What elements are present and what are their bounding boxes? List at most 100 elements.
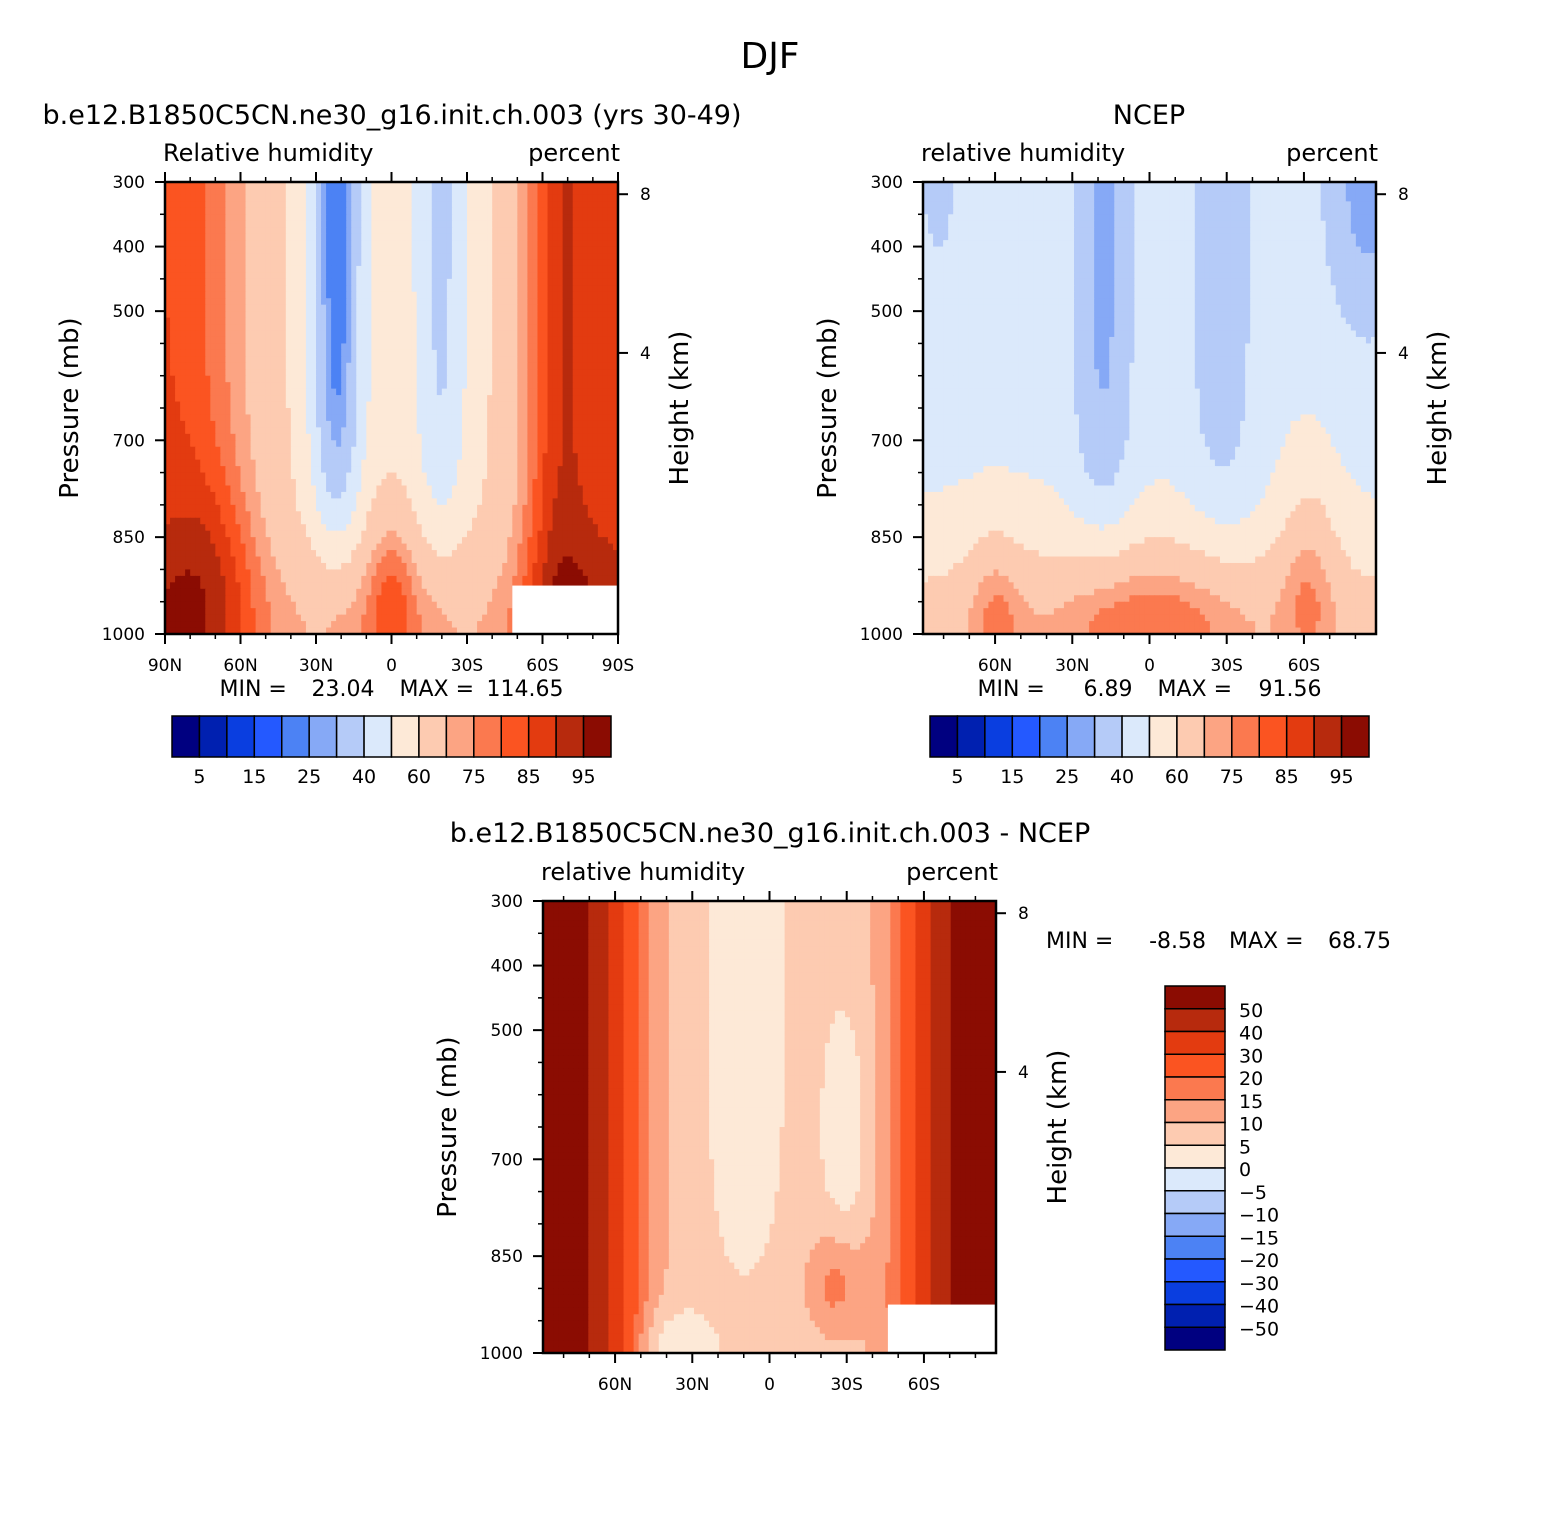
field-cell	[396, 375, 403, 383]
field-cell	[456, 265, 463, 273]
field-cell	[426, 408, 433, 416]
field-cell	[376, 246, 383, 254]
field-cell	[200, 317, 206, 325]
field-cell	[175, 188, 181, 196]
field-cell	[376, 259, 383, 267]
field-cell	[381, 182, 388, 190]
field-cell	[522, 220, 528, 228]
field-cell	[310, 259, 317, 267]
field-cell	[467, 511, 473, 519]
field-cell	[215, 511, 221, 519]
field-cell	[245, 440, 252, 448]
field-cell	[295, 446, 302, 454]
field-cell	[396, 420, 403, 428]
field-cell	[567, 414, 574, 422]
field-cell	[210, 498, 216, 506]
field-cell	[356, 388, 362, 396]
field-cell	[305, 194, 312, 202]
field-cell	[310, 453, 317, 461]
field-cell	[200, 362, 206, 370]
field-cell	[275, 511, 282, 519]
field-cell	[386, 524, 393, 532]
field-cell	[366, 291, 372, 299]
field-cell	[386, 265, 393, 273]
field-cell	[255, 511, 262, 519]
field-cell	[215, 356, 221, 364]
field-cell	[255, 388, 262, 396]
field-cell	[326, 414, 332, 422]
field-cell	[527, 182, 534, 190]
field-cell	[472, 343, 478, 351]
field-cell	[255, 265, 262, 273]
field-cell	[331, 362, 337, 370]
field-cell	[577, 311, 584, 319]
field-cell	[456, 207, 463, 215]
field-cell	[562, 414, 569, 422]
field-cell	[567, 491, 574, 499]
field-cell	[401, 420, 408, 428]
field-cell	[497, 246, 503, 254]
field-cell	[270, 201, 277, 209]
field-cell	[401, 343, 408, 351]
field-cell	[180, 311, 186, 319]
field-cell	[351, 298, 357, 306]
field-cell	[482, 201, 488, 209]
field-cell	[170, 356, 176, 364]
field-cell	[265, 401, 272, 409]
field-cell	[336, 388, 342, 396]
field-cell	[336, 511, 342, 519]
field-cell	[587, 304, 594, 312]
field-cell	[331, 343, 337, 351]
field-cell	[587, 336, 594, 345]
field-cell	[331, 259, 337, 267]
field-cell	[326, 227, 332, 235]
field-cell	[472, 246, 478, 254]
field-cell	[542, 272, 549, 280]
field-cell	[376, 453, 383, 461]
field-cell	[537, 485, 544, 493]
field-cell	[487, 420, 493, 428]
field-cell	[497, 466, 503, 474]
field-cell	[326, 246, 332, 254]
field-cell	[477, 349, 483, 357]
field-cell	[235, 336, 242, 345]
field-cell	[597, 349, 604, 357]
field-cell	[391, 485, 398, 493]
field-cell	[356, 479, 362, 487]
field-cell	[401, 356, 408, 364]
field-cell	[381, 259, 388, 267]
field-cell	[255, 362, 262, 370]
field-cell	[270, 291, 277, 299]
field-cell	[336, 485, 342, 493]
field-cell	[537, 207, 544, 215]
field-cell	[305, 298, 312, 306]
field-cell	[200, 207, 206, 215]
field-cell	[597, 240, 604, 248]
field-cell	[587, 330, 594, 338]
field-cell	[200, 427, 206, 435]
field-cell	[597, 362, 604, 370]
field-cell	[547, 491, 554, 499]
field-cell	[426, 362, 433, 370]
field-cell	[602, 440, 609, 448]
field-cell	[461, 272, 468, 280]
field-cell	[361, 233, 367, 241]
field-cell	[482, 233, 488, 241]
field-cell	[552, 220, 559, 228]
field-cell	[572, 491, 579, 499]
field-cell	[346, 524, 352, 532]
field-cell	[537, 511, 544, 519]
field-cell	[321, 343, 327, 351]
field-cell	[607, 253, 614, 261]
field-cell	[300, 446, 307, 454]
field-cell	[210, 511, 216, 519]
field-cell	[366, 304, 372, 312]
field-cell	[255, 356, 262, 364]
field-cell	[401, 453, 408, 461]
field-cell	[527, 343, 534, 351]
field-cell	[572, 349, 579, 357]
field-cell	[336, 491, 342, 499]
field-cell	[361, 530, 367, 538]
field-cell	[250, 504, 257, 512]
field-cell	[577, 491, 584, 499]
